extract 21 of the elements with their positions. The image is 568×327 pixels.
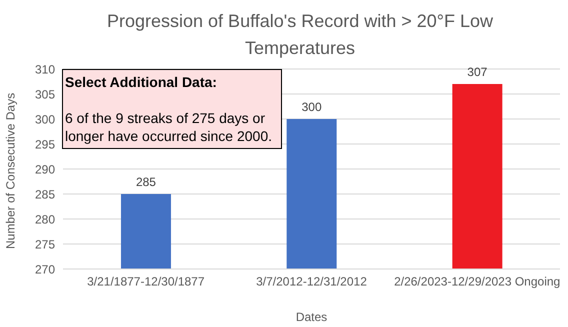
y-tick-label: 310 bbox=[34, 62, 56, 76]
note-box: Select Additional Data: 6 of the 9 streaks of 275 days or longer have occurred since 2000. bbox=[62, 69, 282, 149]
y-tick-label: 285 bbox=[34, 187, 56, 202]
y-tick-label: 280 bbox=[34, 212, 56, 226]
y-tick-label: 270 bbox=[34, 262, 56, 276]
y-axis-title: Number of Consecutive Days bbox=[3, 92, 18, 249]
y-tick-label: 275 bbox=[34, 237, 56, 252]
chart-title: Progression of Buffalo's Record with > 20°F Low Temperatures bbox=[106, 10, 494, 60]
data-label: 285 bbox=[136, 175, 156, 189]
x-axis-title: Dates bbox=[296, 310, 328, 324]
data-label: 300 bbox=[302, 100, 322, 114]
y-tick-label: 305 bbox=[34, 87, 56, 102]
x-tick-label: 3/21/1877-12/30/1877 bbox=[87, 274, 205, 289]
y-tick-label: 290 bbox=[34, 162, 56, 176]
x-tick-label: 2/26/2023-12/29/2023 Ongoing bbox=[394, 274, 560, 289]
y-tick-label: 300 bbox=[34, 112, 56, 126]
x-tick-label: 3/7/2012-12/31/2012 bbox=[256, 274, 368, 289]
data-label: 307 bbox=[467, 65, 488, 79]
annotation: Select Additional Data: bbox=[65, 73, 218, 91]
annotation: 6 of the 9 streaks of 275 days or longer have occurred since 2000. bbox=[65, 109, 274, 145]
y-tick-label: 295 bbox=[34, 137, 56, 152]
